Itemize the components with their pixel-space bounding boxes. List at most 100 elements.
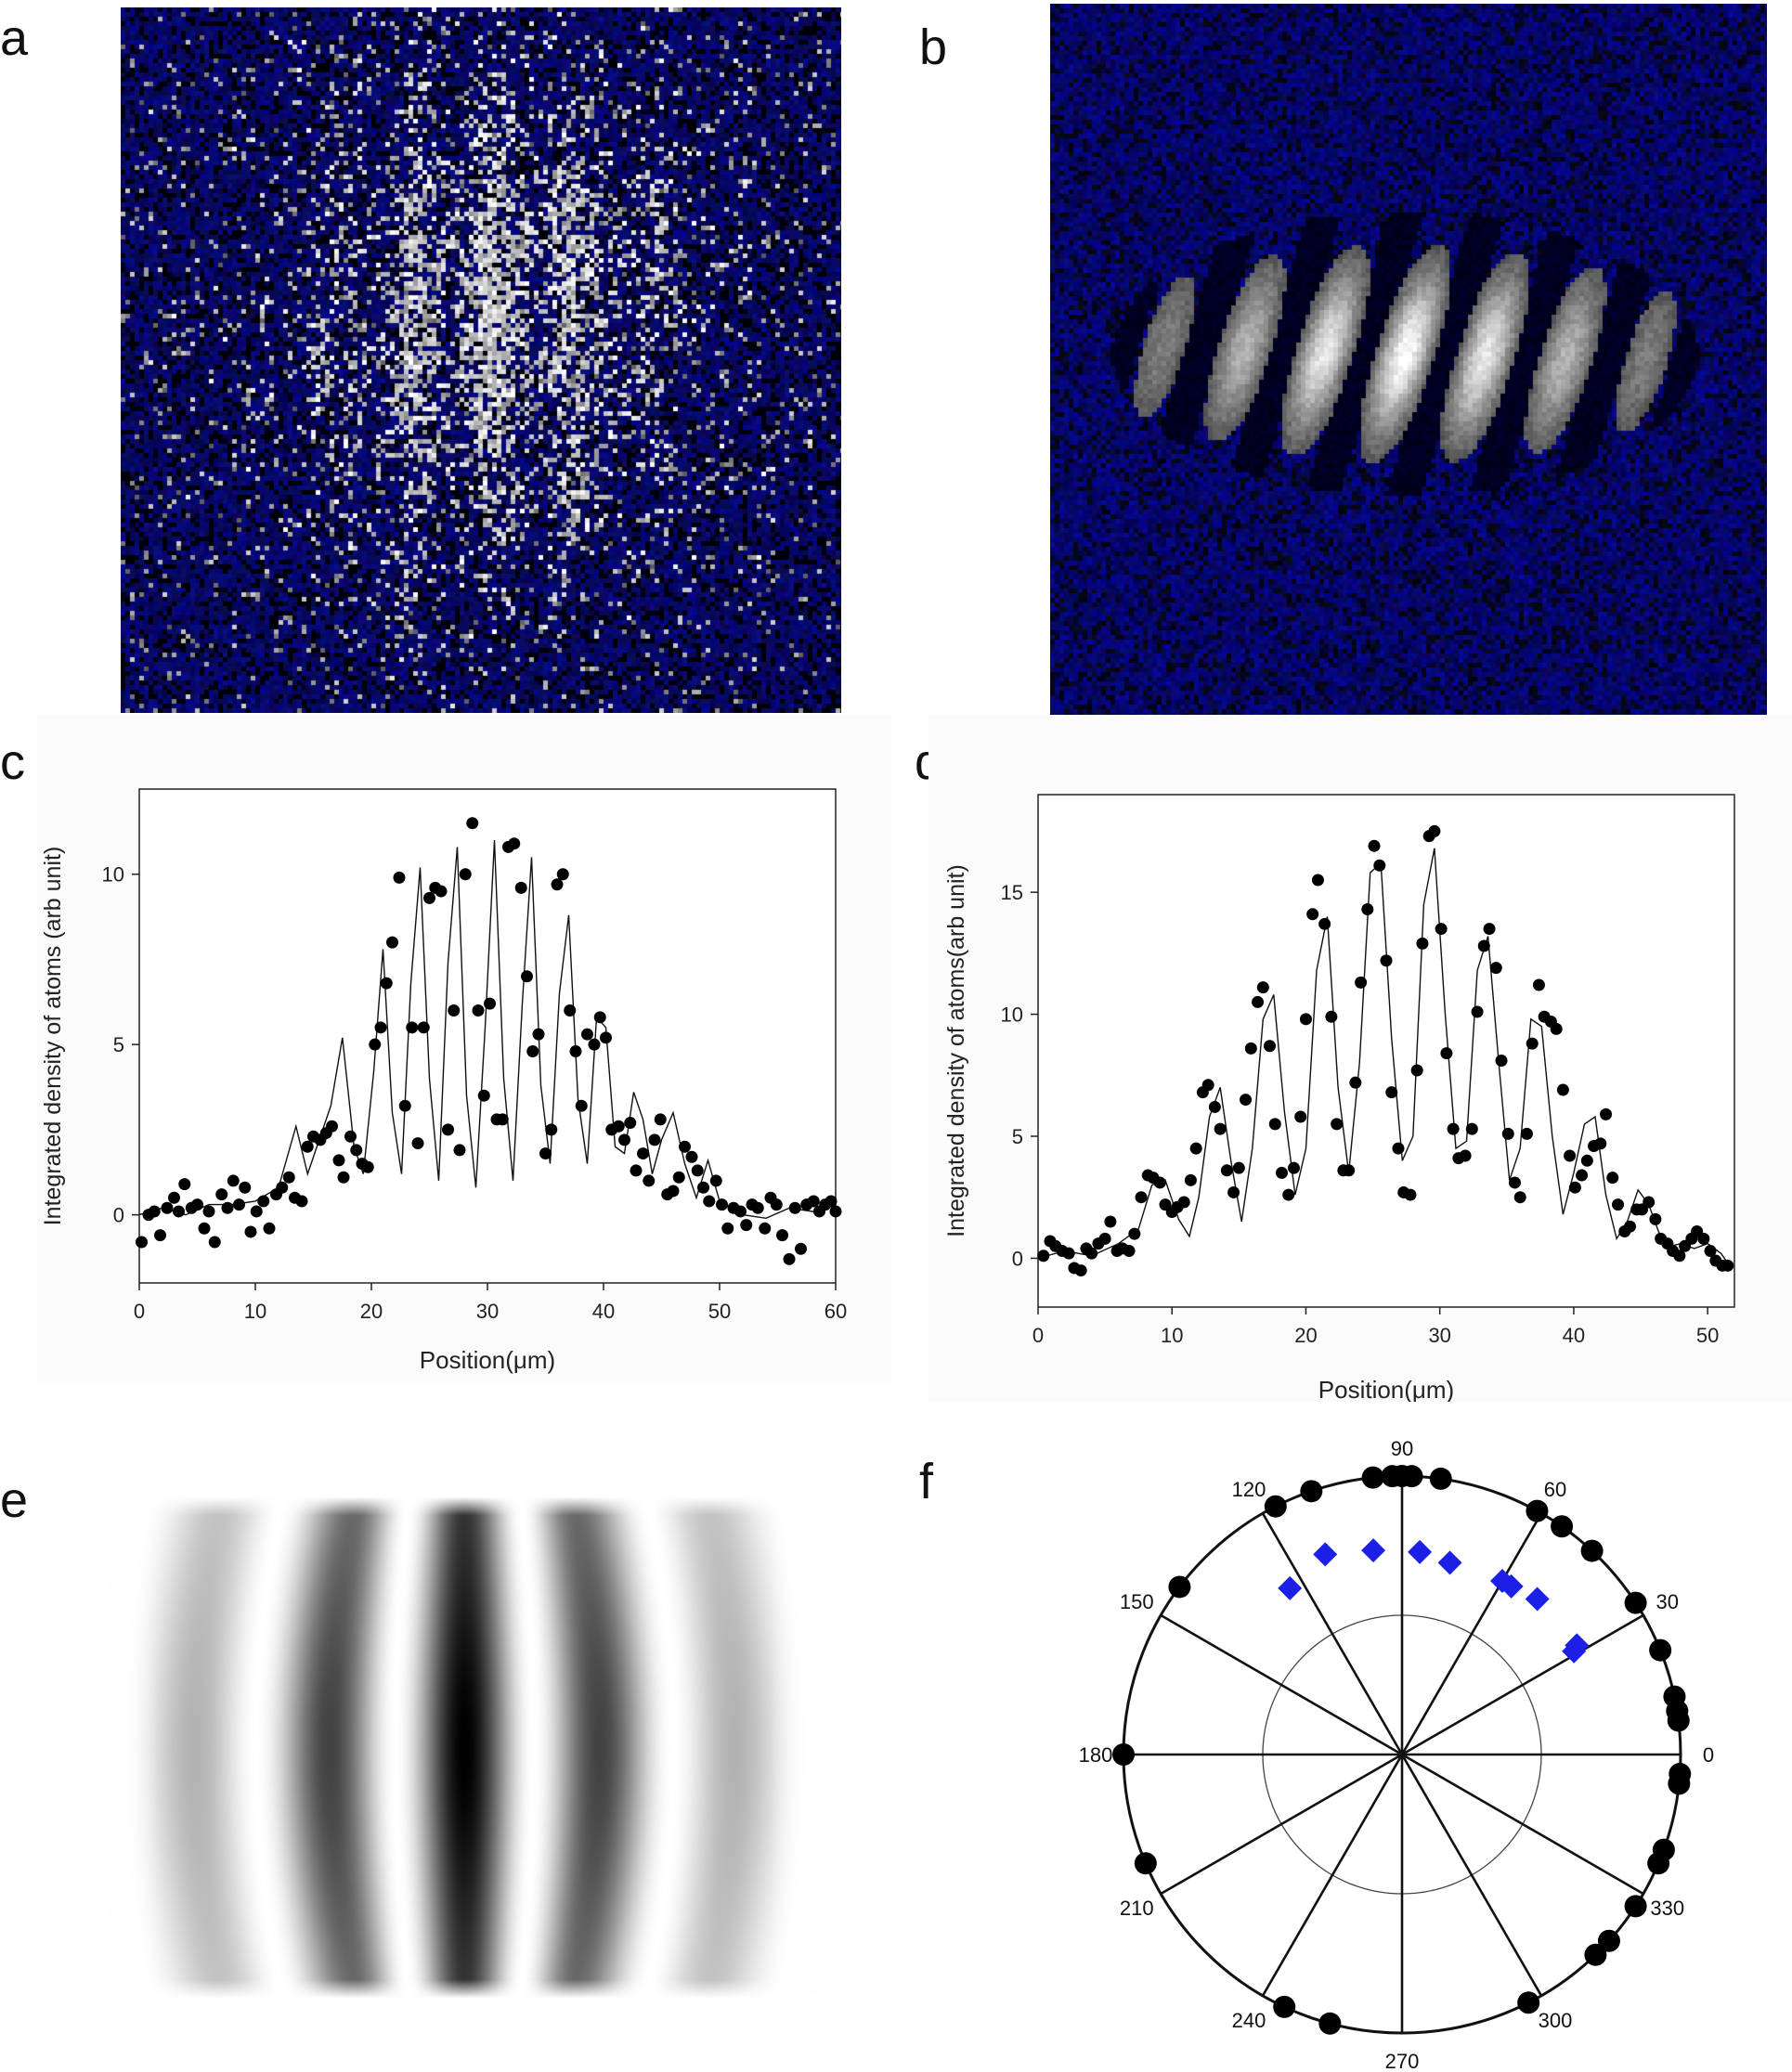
data-point [1232, 1161, 1245, 1174]
data-point [1282, 1188, 1295, 1201]
data-point [1085, 1247, 1098, 1260]
data-point [215, 1188, 228, 1201]
data-point [1520, 1127, 1533, 1140]
data-point [1447, 1122, 1460, 1135]
data-point [257, 1195, 270, 1208]
data-point [1606, 1172, 1619, 1185]
data-point [1580, 1154, 1593, 1167]
x-tick-label: 10 [1161, 1324, 1183, 1347]
data-point [477, 1089, 490, 1102]
data-point [1037, 1250, 1050, 1263]
data-point [1373, 859, 1386, 872]
data-point [539, 1147, 552, 1160]
x-tick-label: 40 [1563, 1324, 1585, 1347]
data-point [575, 1099, 588, 1112]
polar-circle-point [1669, 1762, 1692, 1785]
panel-label-c: c [0, 734, 25, 790]
polar-circle-point [1300, 1480, 1323, 1503]
polar-spoke [1261, 1512, 1404, 1755]
data-point [532, 1028, 545, 1041]
data-point [239, 1181, 252, 1194]
data-point [618, 1133, 630, 1146]
data-point [581, 1028, 593, 1041]
data-point [1294, 1110, 1307, 1123]
polar-spoke [1401, 1613, 1644, 1756]
data-point [795, 1242, 807, 1255]
data-point [685, 1150, 698, 1163]
data-point [1299, 1013, 1312, 1026]
data-point [1483, 923, 1496, 936]
data-point [679, 1140, 691, 1153]
data-point [1513, 1191, 1526, 1204]
data-point [1361, 903, 1374, 916]
data-point [244, 1225, 257, 1238]
data-point [521, 970, 533, 983]
data-point [326, 1120, 338, 1133]
data-point [588, 1038, 601, 1051]
data-point [703, 1195, 716, 1208]
data-point [825, 1195, 838, 1208]
data-point [1550, 1022, 1563, 1035]
data-point [1153, 1176, 1166, 1189]
data-point [593, 1011, 606, 1024]
data-point [1252, 995, 1265, 1008]
panel-label-a: a [0, 10, 29, 66]
data-point [233, 1198, 245, 1211]
data-point [1392, 1142, 1405, 1155]
data-point [411, 1137, 424, 1150]
data-point [751, 1201, 764, 1214]
data-point [398, 1099, 411, 1112]
polar-angle-label: 150 [1120, 1590, 1154, 1613]
data-point [1477, 939, 1490, 952]
data-point [1385, 1086, 1398, 1099]
polar-circle-point [1584, 1943, 1607, 1966]
data-point [1325, 1010, 1338, 1023]
density-chart-c: 0 10 20 30 40 50 60 0 5 10 Position(μm) Integrated … [37, 715, 891, 1383]
data-point [648, 1133, 661, 1146]
polar-angle-label: 300 [1539, 2009, 1573, 2032]
y-tick-label: 10 [1001, 1004, 1023, 1027]
x-tick-label: 50 [1696, 1324, 1719, 1347]
polar-spoke [1160, 1613, 1403, 1756]
data-point [508, 837, 521, 850]
data-point [1355, 976, 1368, 989]
data-point [1264, 1040, 1277, 1053]
polar-spoke [1400, 1754, 1543, 1997]
data-point [435, 885, 448, 898]
data-point [1508, 1176, 1521, 1189]
data-point [569, 1045, 582, 1058]
data-point [564, 1004, 577, 1017]
data-point [1208, 1100, 1221, 1113]
y-axis-label: Integrated density of atoms (arb unit) [40, 847, 66, 1226]
data-point [759, 1222, 772, 1235]
data-point [1564, 1149, 1577, 1162]
data-point [393, 871, 406, 884]
data-point [148, 1205, 161, 1218]
polar-angle-label: 60 [1544, 1478, 1566, 1501]
data-point [734, 1205, 747, 1218]
x-tick-label: 30 [1428, 1324, 1450, 1347]
data-point [1128, 1227, 1141, 1240]
data-point [361, 1160, 374, 1173]
data-point [526, 1045, 539, 1058]
data-point [1311, 874, 1324, 887]
polar-circle-point [1264, 1495, 1287, 1518]
data-point [709, 1174, 722, 1187]
polar-diamond-point [1565, 1633, 1590, 1658]
data-point [1368, 839, 1381, 852]
data-point [442, 1123, 454, 1136]
data-point [1556, 1083, 1569, 1096]
data-point [1177, 1196, 1190, 1209]
data-point [1318, 917, 1331, 930]
polar-diamond-point [1437, 1550, 1462, 1575]
x-tick-label: 60 [825, 1300, 847, 1323]
data-point [295, 1195, 308, 1208]
polar-circle-point [1361, 1466, 1384, 1489]
data-point [1465, 1122, 1478, 1135]
data-point [697, 1181, 709, 1194]
data-point [1380, 954, 1393, 967]
polar-angle-label: 270 [1385, 2050, 1420, 2072]
data-point [514, 881, 527, 894]
data-point [1495, 1055, 1508, 1068]
data-point [1404, 1188, 1417, 1201]
